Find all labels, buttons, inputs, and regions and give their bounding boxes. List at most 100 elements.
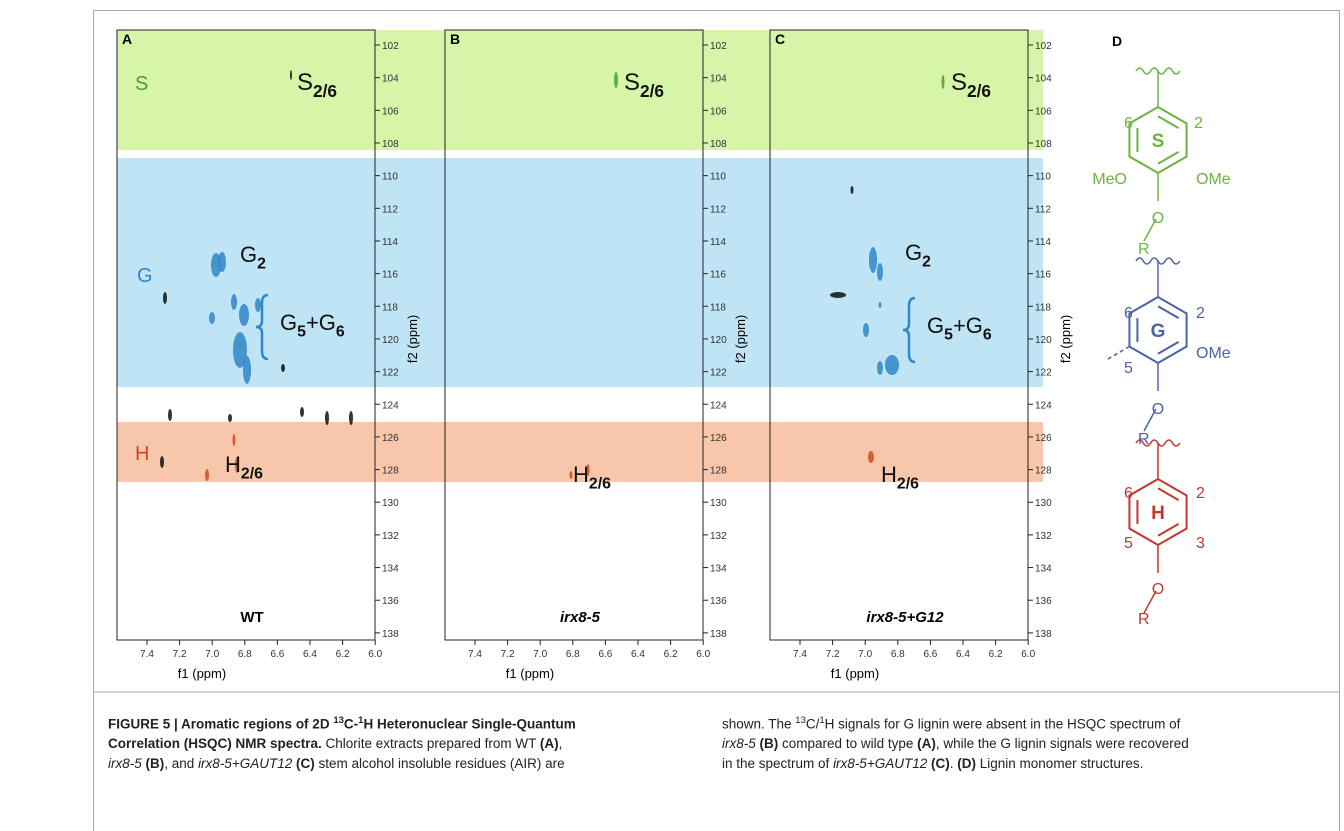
x-tick-label: 7.0 (858, 649, 872, 660)
caption-line: in the spectrum of irx8-5+GAUT12 (C). (D… (722, 754, 1189, 774)
atom-label: 6 (1124, 305, 1133, 322)
page: A102104106108110112114116118120122124126… (0, 0, 1344, 831)
atom-label: 6 (1124, 115, 1133, 132)
y-tick-label: 132 (710, 531, 727, 542)
atom-label: OMe (1196, 171, 1231, 188)
y-tick-label: 130 (710, 498, 727, 509)
caption-run: shown. The (722, 717, 795, 732)
peak (851, 186, 854, 194)
y-tick-label: 130 (382, 498, 399, 509)
peak (255, 298, 261, 312)
region-label: S (135, 73, 148, 95)
peak (218, 252, 226, 272)
caption-run: C/ (806, 717, 820, 732)
s26-label-part: S (297, 69, 313, 96)
peak (614, 72, 618, 88)
x-tick-label: 6.4 (631, 649, 645, 660)
g56-label-part: G (927, 313, 944, 338)
caption-run: stem alcohol insoluble residues (AIR) ar… (315, 756, 565, 771)
caption-run: (B) (146, 756, 165, 771)
y-tick-label: 124 (710, 400, 727, 411)
peak (869, 247, 877, 273)
y-tick-label: 118 (1035, 302, 1051, 313)
y-tick-label: 122 (710, 368, 727, 379)
y-tick-label: 108 (1035, 139, 1052, 150)
x-tick-label: 6.2 (664, 649, 678, 660)
peak (160, 456, 164, 468)
g-band (117, 158, 1043, 387)
atom-label: 2 (1194, 115, 1203, 132)
peak (830, 292, 846, 298)
y-tick-label: 126 (710, 433, 727, 444)
y-tick-label: 118 (710, 302, 726, 313)
g2-label-part: 2 (922, 254, 931, 271)
sample-label: WT (240, 609, 263, 626)
g56-label-part: G (280, 310, 297, 335)
peak (863, 323, 869, 337)
y-tick-label: 114 (382, 237, 398, 248)
g2-label-part: 2 (257, 256, 266, 273)
y-tick-label: 106 (382, 106, 399, 117)
s-band (117, 30, 1043, 150)
y-tick-label: 110 (710, 172, 726, 183)
x-tick-label: 7.2 (173, 649, 187, 660)
caption-run: H signals for G lignin were absent in th… (825, 717, 1181, 732)
g2-label-part: G (905, 240, 922, 265)
x-tick-label: 6.8 (238, 649, 252, 660)
y-tick-label: 122 (382, 368, 399, 379)
caption-run: Chlorite extracts prepared from WT (322, 736, 540, 751)
y-tick-label: 136 (710, 596, 727, 607)
caption-run: , (559, 736, 563, 751)
atom-label: OMe (1196, 345, 1231, 362)
y-tick-label: 118 (382, 302, 398, 313)
peak (243, 356, 251, 384)
peak (168, 409, 172, 421)
caption-run: (B) (760, 736, 779, 751)
g56-label-part: +G (953, 313, 983, 338)
h26-label-part: H (881, 462, 897, 487)
y-tick-label: 108 (382, 139, 399, 150)
peak (209, 312, 215, 324)
y-tick-label: 102 (1035, 41, 1052, 52)
caption-run: irx8-5+GAUT12 (198, 756, 292, 771)
y-tick-label: 128 (710, 466, 727, 477)
caption-run: H Heteronuclear Single-Quantum (363, 717, 575, 732)
caption-run: compared to wild type (778, 736, 917, 751)
g56-label-part: 5 (944, 327, 953, 344)
peak (868, 451, 874, 463)
caption-run: in the spectrum of (722, 756, 833, 771)
peak (290, 70, 292, 80)
sample-label: irx8-5+G12 (866, 609, 944, 626)
x-tick-label: 6.2 (336, 649, 350, 660)
x-tick-label: 6.4 (303, 649, 317, 660)
s26-label-part: S (951, 69, 967, 96)
peak (877, 263, 883, 281)
g56-label-part: 5 (297, 324, 306, 341)
atom-label: R (1138, 241, 1150, 258)
y-tick-label: 112 (382, 204, 398, 215)
x-tick-label: 7.4 (140, 649, 154, 660)
peak (942, 75, 945, 89)
x-tick-label: 7.0 (533, 649, 547, 660)
x-tick-label: 6.0 (1021, 649, 1035, 660)
peak (300, 407, 304, 417)
caption-run: , while the G lignin signals were recove… (936, 736, 1189, 751)
y-tick-label: 102 (382, 41, 399, 52)
caption-run: , and (164, 756, 198, 771)
caption-line: irx8-5 (B) compared to wild type (A), wh… (722, 734, 1189, 754)
x-axis-label: f1 (ppm) (506, 666, 554, 681)
y-axis-label: f2 (ppm) (1058, 315, 1073, 363)
y-tick-label: 124 (1035, 400, 1052, 411)
atom-label: 6 (1124, 485, 1133, 502)
x-tick-label: 7.4 (793, 649, 807, 660)
h26-label-part: H (573, 462, 589, 487)
g56-label-part: +G (306, 310, 336, 335)
x-tick-label: 6.2 (989, 649, 1003, 660)
x-tick-label: 6.6 (270, 649, 284, 660)
y-tick-label: 134 (710, 564, 727, 575)
panel-letter: C (775, 31, 785, 47)
atom-label: 2 (1196, 485, 1205, 502)
y-tick-label: 116 (710, 270, 726, 281)
y-axis-label: f2 (ppm) (733, 315, 748, 363)
y-tick-label: 138 (1035, 629, 1052, 640)
